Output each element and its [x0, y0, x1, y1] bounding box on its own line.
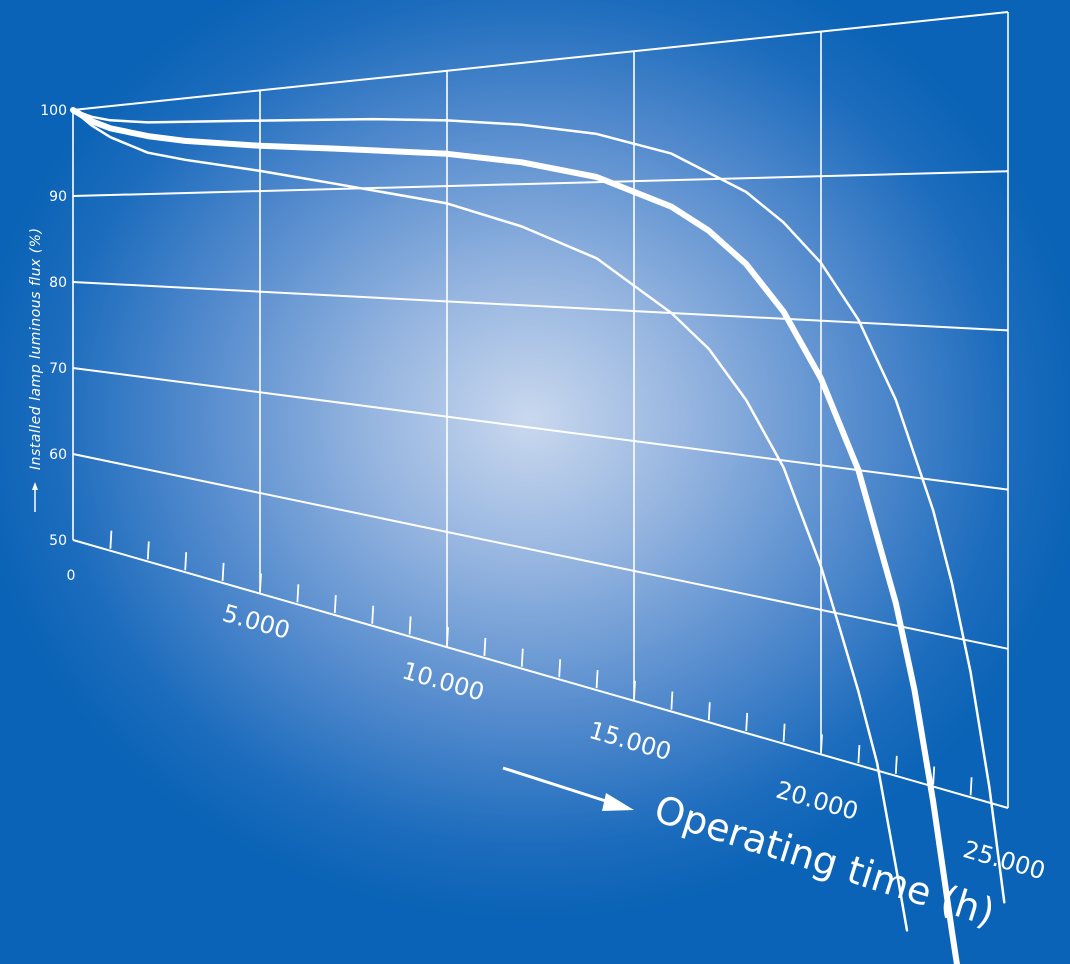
series-line-lower — [71, 108, 909, 932]
x-minor-tick — [333, 594, 337, 614]
y-gridline — [72, 367, 1009, 491]
label-layer: 50 60 70 80 90 100 0 5.000 10.000 15.000 20.000 25.… — [40, 103, 1048, 885]
y-tick-label: 90 — [49, 189, 67, 205]
x-minor-tick — [296, 584, 300, 603]
x-minor-tick — [782, 723, 786, 742]
x-minor-tick — [969, 777, 973, 796]
y-tick-label: 100 — [40, 103, 67, 119]
x-minor-tick — [259, 573, 262, 592]
x-axis-arrow-icon — [502, 766, 613, 805]
y-gridline — [72, 453, 1009, 650]
x-minor-tick — [109, 530, 113, 549]
x-minor-tick — [595, 670, 599, 689]
x-minor-tick — [894, 755, 898, 774]
x-minor-tick — [670, 691, 674, 710]
x-minor-tick — [446, 627, 449, 646]
x-minor-tick — [857, 745, 861, 764]
y-tick-label: 80 — [49, 275, 67, 291]
y-tick-label: 60 — [49, 447, 67, 463]
y-gridline — [72, 170, 1009, 197]
x-tick-label: 25.000 — [960, 835, 1048, 885]
y-gridline — [72, 11, 1009, 111]
x-axis-arrowhead-icon — [602, 793, 634, 811]
series-line-upper — [71, 108, 1006, 904]
x-minor-tick — [520, 648, 524, 667]
y-tick-label: 50 — [49, 533, 67, 549]
y-tick-label: 70 — [49, 361, 67, 377]
y-gridline — [72, 539, 1009, 809]
x-minor-tick — [221, 562, 225, 581]
x-tick-label: 0 — [67, 568, 76, 584]
x-minor-tick — [558, 659, 562, 678]
series-layer — [70, 107, 1006, 964]
x-minor-tick — [184, 552, 188, 571]
series-line-mean — [70, 107, 960, 964]
x-minor-tick — [633, 680, 636, 699]
x-minor-tick — [707, 702, 711, 721]
y-axis-arrowhead-icon — [32, 482, 38, 490]
y-gridline — [72, 281, 1009, 332]
x-minor-tick — [932, 766, 936, 785]
x-minor-tick — [483, 637, 487, 656]
title-layer: Operating time (h) Installed lamp lumino… — [28, 227, 1000, 935]
grid-layer — [72, 11, 1009, 809]
y-axis-title: Installed lamp luminous flux (%) — [28, 227, 44, 470]
x-tick-label: 5.000 — [219, 599, 293, 645]
tick-layer — [109, 530, 973, 796]
x-minor-tick — [745, 712, 749, 732]
x-minor-tick — [408, 616, 412, 635]
x-minor-tick — [820, 734, 823, 753]
x-tick-label: 20.000 — [773, 776, 861, 826]
x-minor-tick — [371, 605, 375, 624]
x-tick-label: 15.000 — [586, 716, 674, 766]
x-tick-label: 10.000 — [399, 656, 487, 706]
x-minor-tick — [146, 541, 150, 560]
